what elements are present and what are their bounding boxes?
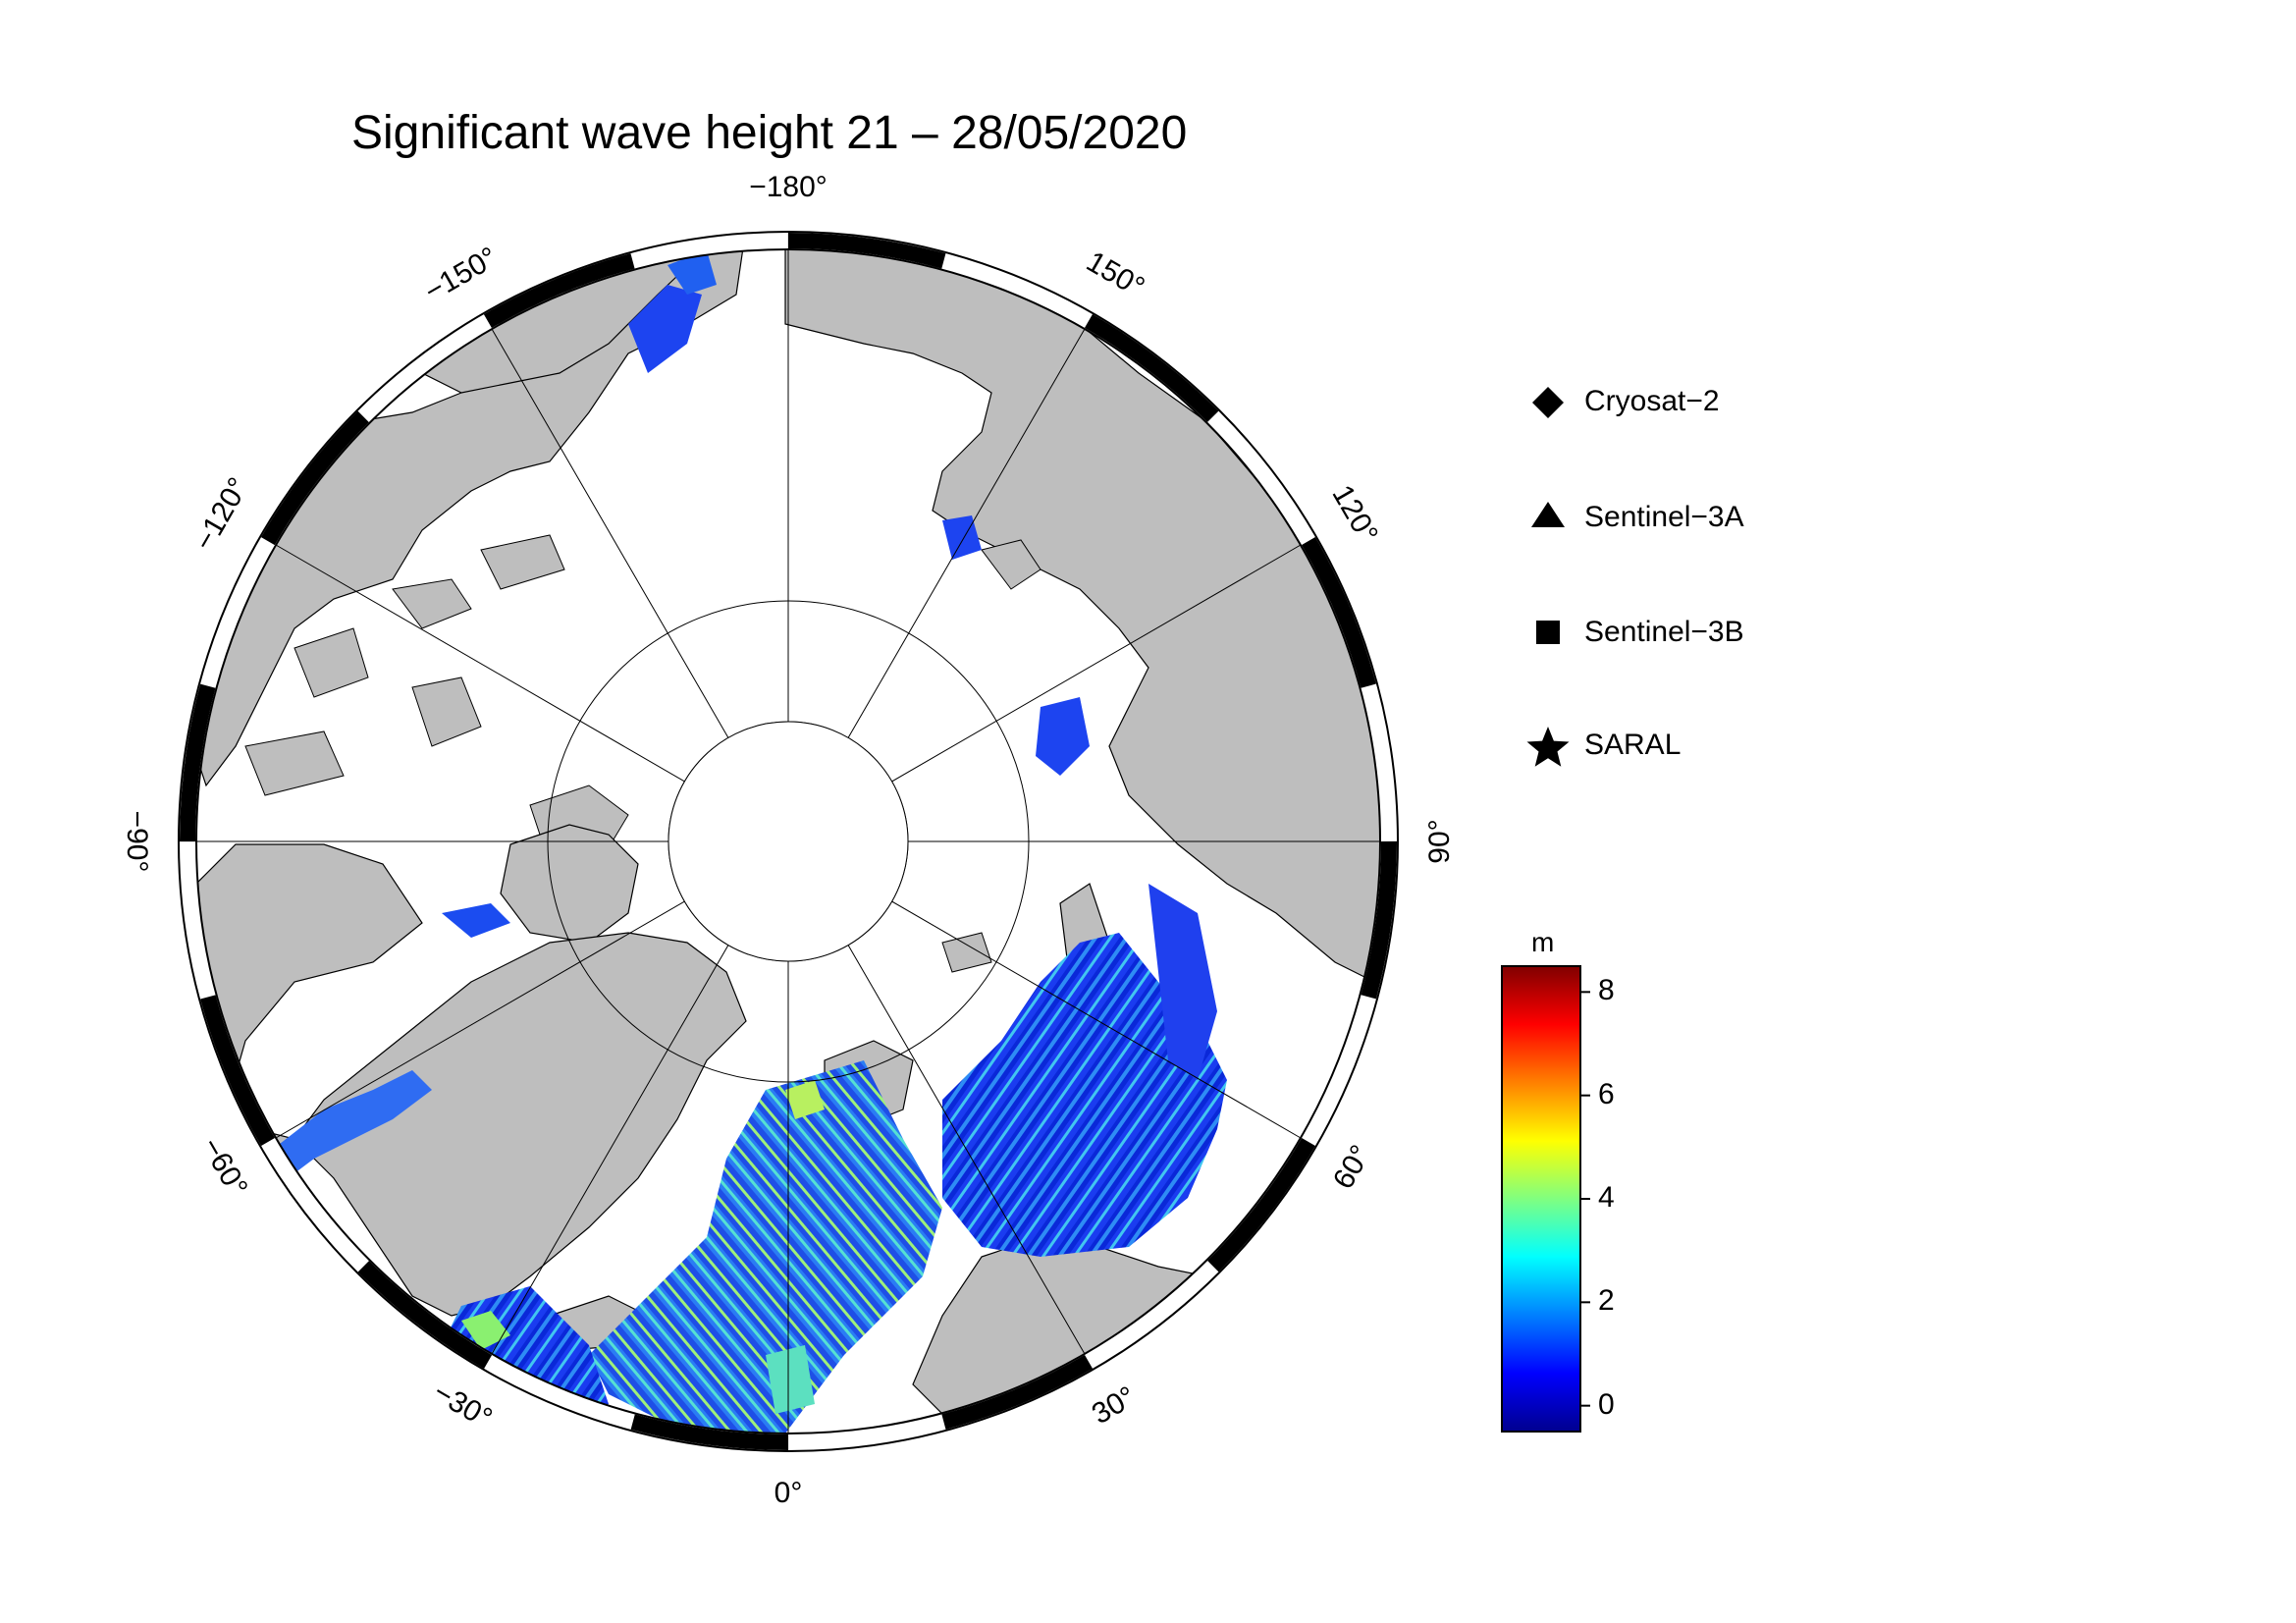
land-archipelago-2 [480,534,565,590]
lon-label-9: −90° [121,811,153,873]
colorbar-gradient [1501,965,1581,1433]
land-archipelago-1 [392,578,472,629]
colorbar [1501,965,1590,1433]
land-franz-josef [941,932,992,973]
legend-symbols [1526,387,1570,767]
legend-label-sentinel3b: Sentinel−3B [1584,616,1744,648]
colorbar-tick-label: 6 [1598,1077,1615,1110]
colorbar-unit: m [1531,927,1555,957]
land-hudson-area [196,843,423,1110]
land-siberia [784,249,1380,983]
colorbar-tick-label: 0 [1598,1387,1615,1421]
swh-east-siberian [942,515,982,560]
colorbar-tick-label: 2 [1598,1284,1615,1318]
legend-label-saral: SARAL [1584,729,1682,761]
colorbar-tick-label: 8 [1598,974,1615,1007]
swh-chukchi [628,285,702,373]
swh-labrador [280,1070,432,1173]
land-north-america [196,249,747,787]
land-ellesmere [500,824,639,944]
swh-baffin [442,903,510,938]
lon-label-4: 60° [1327,1140,1377,1195]
legend-square-icon [1536,621,1560,644]
lon-label-11: −150° [419,242,503,308]
lon-label-2: 120° [1325,480,1384,549]
legend-diamond-icon [1532,387,1564,418]
legend-star-icon [1526,727,1570,767]
colorbar-tick-label: 4 [1598,1181,1615,1214]
legend-label-cryosat: Cryosat−2 [1584,385,1720,417]
colorbar-ticks [1580,991,1590,1407]
lon-label-0: −180° [749,171,828,203]
lon-label-1: 150° [1081,245,1149,304]
lon-label-8: −60° [194,1132,253,1202]
map-frame [178,231,1399,1452]
swh-norwegian-sea [589,1060,942,1434]
lon-label-7: −30° [428,1377,498,1435]
land-archipelago-5 [244,730,345,796]
land-greenland [294,932,747,1317]
lon-label-10: −120° [188,472,255,556]
chart-title: Significant wave height 21 – 28/05/2020 [351,107,1188,159]
swh-high-3 [766,1345,815,1414]
legend-triangle-icon [1531,502,1565,527]
swh-high-1 [461,1311,510,1350]
swh-laptev [1036,697,1090,776]
swh-high-2 [785,1080,825,1119]
lon-label-3: 90° [1423,819,1456,863]
land-archipelago-6 [411,676,482,747]
land-archipelago-3 [294,627,369,698]
lon-label-6: 0° [774,1477,803,1509]
legend-label-sentinel3a: Sentinel−3A [1584,501,1744,533]
graticule [196,249,1380,1434]
swh-kara [1148,884,1217,1080]
swh-barents [942,933,1227,1257]
land-layer [196,249,1380,1415]
swh-bering [667,250,717,295]
land-severnaya [981,539,1041,590]
lon-label-5: 30° [1087,1380,1142,1431]
